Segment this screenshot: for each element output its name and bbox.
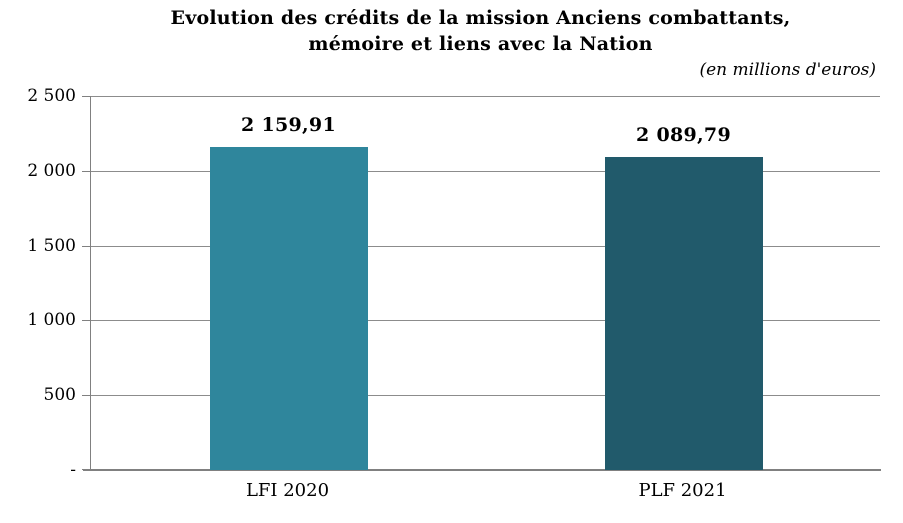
y-tick-label: 1 000 xyxy=(27,310,76,331)
x-category-label: PLF 2021 xyxy=(638,480,727,501)
gridline xyxy=(91,96,880,97)
chart-title-line-2: mémoire et liens avec la Nation xyxy=(308,33,653,55)
gridline xyxy=(91,320,880,322)
gridline xyxy=(91,395,880,397)
y-tick-label: - xyxy=(70,460,76,480)
chart-title-line-1: Evolution des crédits de la mission Anci… xyxy=(170,7,791,29)
x-category-label: LFI 2020 xyxy=(245,480,330,501)
chart-title: Evolution des crédits de la mission Anci… xyxy=(58,5,903,57)
y-axis-tick xyxy=(82,320,90,322)
y-axis-tick xyxy=(82,96,90,97)
chart-unit-subtitle: (en millions d'euros) xyxy=(699,60,876,80)
x-axis-line xyxy=(83,469,881,471)
y-tick-label: 1 500 xyxy=(27,235,76,256)
y-tick-label: 2 500 xyxy=(27,86,76,106)
bar-plf-2021 xyxy=(604,157,763,470)
y-axis-tick xyxy=(82,395,90,397)
bar-value-label: 2 159,91 xyxy=(241,113,336,136)
plot-area: 2 159,91 2 089,79 xyxy=(82,96,881,471)
gridline xyxy=(91,170,880,172)
y-axis-tick xyxy=(82,170,90,172)
y-tick-label: 500 xyxy=(43,385,76,406)
gridline xyxy=(91,245,880,247)
bar-lfi-2020 xyxy=(209,146,368,470)
bar-value-label: 2 089,79 xyxy=(636,124,731,147)
y-axis-tick xyxy=(82,245,90,247)
y-tick-label: 2 000 xyxy=(27,160,76,181)
